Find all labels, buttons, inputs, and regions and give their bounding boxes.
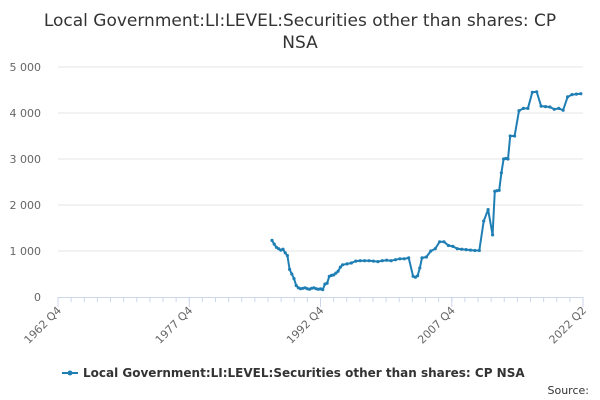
data-point[interactable] — [325, 281, 329, 285]
data-point[interactable] — [548, 105, 552, 109]
data-point[interactable] — [336, 269, 340, 273]
y-tick-label: 0 — [34, 291, 41, 304]
data-point[interactable] — [535, 90, 539, 94]
data-point[interactable] — [566, 95, 570, 99]
data-point[interactable] — [508, 134, 512, 138]
data-point[interactable] — [283, 251, 287, 255]
data-point[interactable] — [574, 92, 579, 96]
data-point[interactable] — [557, 106, 561, 110]
data-point[interactable] — [442, 240, 446, 244]
data-point[interactable] — [332, 273, 336, 277]
x-tick-label: 2007 Q4 — [415, 304, 458, 347]
data-point[interactable] — [345, 262, 349, 266]
x-tick-label: 1992 Q4 — [284, 304, 327, 347]
chart-title-line-2: NSA — [282, 33, 318, 53]
x-tick-label: 1962 Q4 — [22, 304, 65, 347]
data-point[interactable] — [334, 271, 338, 275]
y-tick-label: 3 000 — [10, 153, 42, 166]
data-point[interactable] — [539, 104, 543, 108]
data-point[interactable] — [486, 208, 490, 212]
data-point[interactable] — [389, 259, 393, 263]
legend-marker — [67, 370, 73, 376]
data-point[interactable] — [367, 259, 371, 263]
data-point[interactable] — [371, 259, 375, 263]
data-point[interactable] — [451, 244, 455, 248]
data-point[interactable] — [354, 259, 358, 263]
data-point[interactable] — [407, 256, 411, 260]
legend[interactable]: Local Government:LI:LEVEL:Securities oth… — [62, 366, 525, 380]
data-point[interactable] — [482, 219, 486, 223]
chart-title: Local Government:LI:LEVEL:Securities oth… — [44, 11, 556, 53]
data-point[interactable] — [517, 109, 521, 113]
data-point[interactable] — [376, 260, 380, 264]
data-point[interactable] — [398, 257, 402, 261]
data-point[interactable] — [473, 248, 477, 253]
series-group — [270, 90, 583, 292]
data-point[interactable] — [418, 266, 422, 270]
y-tick-label: 1 000 — [10, 245, 42, 258]
data-point[interactable] — [497, 188, 501, 192]
data-point[interactable] — [385, 258, 389, 262]
x-axis: 1962 Q4 1977 Q4 1992 Q4 2007 Q4 2022 Q2 — [22, 297, 590, 347]
data-point[interactable] — [506, 157, 510, 161]
y-axis: 0 1 000 2 000 3 000 4 000 5 000 — [10, 61, 42, 304]
data-point[interactable] — [521, 106, 526, 110]
data-point[interactable] — [491, 233, 495, 237]
data-point[interactable] — [363, 259, 367, 263]
gridlines — [58, 66, 583, 252]
data-point[interactable] — [285, 254, 289, 258]
data-point[interactable] — [552, 107, 556, 111]
data-point[interactable] — [424, 255, 428, 259]
data-point[interactable] — [438, 240, 442, 244]
data-point[interactable] — [429, 249, 433, 253]
y-tick-label: 4 000 — [10, 107, 42, 120]
data-point[interactable] — [338, 265, 342, 269]
series-line — [271, 90, 581, 291]
data-point[interactable] — [380, 259, 384, 263]
data-point[interactable] — [321, 288, 325, 292]
data-point[interactable] — [526, 106, 530, 110]
data-point[interactable] — [530, 90, 534, 94]
data-point[interactable] — [272, 242, 276, 246]
y-tick-label: 5 000 — [10, 61, 42, 74]
data-point[interactable] — [513, 134, 517, 138]
data-point[interactable] — [270, 238, 274, 242]
data-point[interactable] — [455, 247, 459, 251]
data-point[interactable] — [358, 259, 362, 263]
data-point[interactable] — [294, 283, 298, 288]
data-point[interactable] — [543, 105, 548, 109]
data-point[interactable] — [570, 93, 574, 97]
legend-label: Local Government:LI:LEVEL:Securities oth… — [83, 366, 525, 380]
x-tick-label: 2022 Q2 — [547, 304, 590, 347]
data-point[interactable] — [433, 247, 437, 251]
data-point[interactable] — [393, 258, 398, 262]
data-point[interactable] — [290, 272, 294, 276]
y-tick-label: 2 000 — [10, 199, 42, 212]
data-point[interactable] — [460, 247, 464, 251]
data-point[interactable] — [341, 263, 345, 267]
x-tick-label: 1977 Q4 — [153, 304, 196, 347]
data-point[interactable] — [292, 277, 296, 281]
data-point[interactable] — [464, 248, 468, 252]
data-point[interactable] — [579, 92, 583, 96]
data-point[interactable] — [288, 267, 292, 271]
data-point[interactable] — [446, 243, 450, 248]
chart-title-line-1: Local Government:LI:LEVEL:Securities oth… — [44, 11, 556, 31]
credit-text: Source: — [548, 384, 590, 397]
data-point[interactable] — [416, 274, 420, 278]
data-point[interactable] — [499, 171, 503, 175]
data-point[interactable] — [561, 108, 565, 112]
data-point[interactable] — [281, 247, 285, 251]
data-point[interactable] — [468, 248, 473, 252]
data-point[interactable] — [477, 248, 481, 253]
data-point[interactable] — [402, 257, 406, 261]
data-point[interactable] — [349, 261, 353, 265]
data-point[interactable] — [420, 256, 424, 260]
